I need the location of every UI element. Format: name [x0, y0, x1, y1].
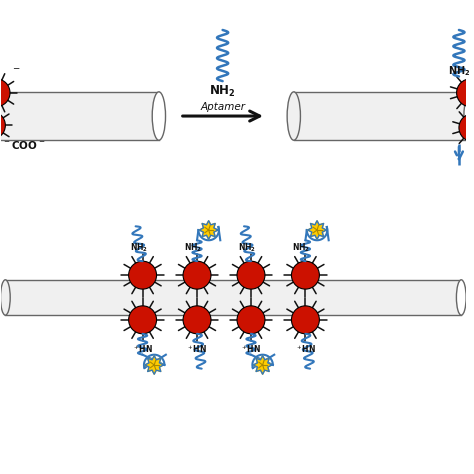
Text: $\mathbf{NH_2}$: $\mathbf{NH_2}$ [448, 64, 471, 78]
Polygon shape [253, 356, 272, 374]
Polygon shape [294, 92, 471, 140]
Text: $\mathbf{NH_2}$: $\mathbf{NH_2}$ [292, 242, 310, 255]
Text: $^+$HN: $^+$HN [186, 344, 207, 356]
Text: $\mathbf{NH_2}$: $\mathbf{NH_2}$ [238, 242, 256, 255]
Polygon shape [308, 221, 327, 239]
Text: $^+$HN: $^+$HN [132, 344, 153, 356]
Text: $\mathbf{NH_2}$: $\mathbf{NH_2}$ [184, 242, 202, 255]
Circle shape [0, 79, 10, 107]
Circle shape [128, 306, 156, 334]
Circle shape [237, 261, 265, 289]
Circle shape [237, 306, 265, 334]
Text: $^+$HN: $^+$HN [295, 344, 316, 356]
Circle shape [128, 261, 156, 289]
Text: $^-$: $^-$ [11, 65, 21, 78]
Ellipse shape [456, 280, 466, 315]
Polygon shape [5, 280, 461, 315]
Text: $^+$HN: $^+$HN [240, 344, 261, 356]
Circle shape [459, 114, 474, 142]
Polygon shape [200, 221, 218, 239]
Polygon shape [145, 356, 164, 374]
Ellipse shape [464, 92, 474, 140]
Ellipse shape [287, 92, 301, 140]
Circle shape [0, 111, 5, 139]
Circle shape [292, 306, 319, 334]
Text: $^-$COO$^-$: $^-$COO$^-$ [1, 138, 45, 151]
Text: $\mathbf{NH_2}$: $\mathbf{NH_2}$ [129, 242, 147, 255]
Circle shape [292, 261, 319, 289]
Polygon shape [0, 92, 159, 140]
Circle shape [183, 306, 211, 334]
Text: Aptamer: Aptamer [200, 102, 245, 112]
Ellipse shape [152, 92, 165, 140]
Text: $\mathbf{NH_2}$: $\mathbf{NH_2}$ [209, 84, 236, 99]
Circle shape [183, 261, 211, 289]
Ellipse shape [0, 280, 10, 315]
Circle shape [456, 79, 474, 107]
